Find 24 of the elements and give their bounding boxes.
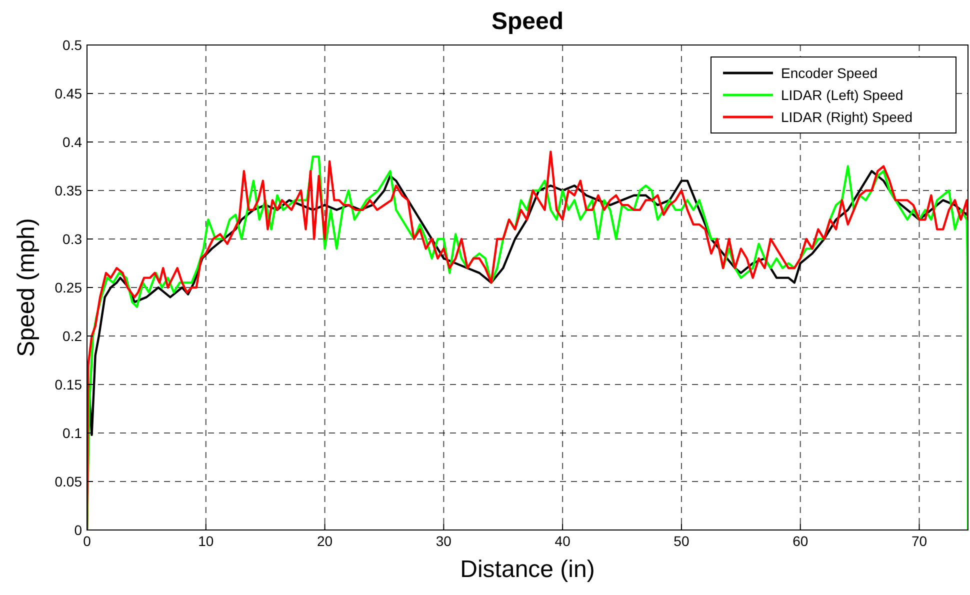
x-tick-label: 70 [911,533,928,549]
y-tick-label: 0.5 [62,37,82,53]
y-axis-title: Speed (mph) [13,218,40,357]
y-tick-label: 0 [74,522,82,538]
x-tick-label: 20 [317,533,333,549]
y-tick-label: 0.35 [54,182,82,198]
x-axis-title: Distance (in) [460,556,595,583]
legend-label: LIDAR (Right) Speed [781,109,913,125]
y-tick-label: 0.2 [62,328,82,344]
legend-label: LIDAR (Left) Speed [781,87,904,103]
y-tick-label: 0.05 [54,474,82,490]
x-tick-label: 60 [792,533,808,549]
y-tick-label: 0.1 [62,425,82,441]
y-tick-label: 0.3 [62,231,82,247]
legend-label: Encoder Speed [781,65,878,81]
y-tick-label: 0.25 [54,280,82,296]
y-tick-label: 0.45 [54,86,82,102]
x-tick-label: 30 [436,533,452,549]
chart-title: Speed [491,8,564,35]
x-tick-label: 10 [198,533,214,549]
y-tick-label: 0.15 [54,376,82,392]
y-tick-label: 0.4 [62,134,82,150]
x-tick-label: 40 [554,533,571,549]
x-tick-label: 50 [674,533,690,549]
